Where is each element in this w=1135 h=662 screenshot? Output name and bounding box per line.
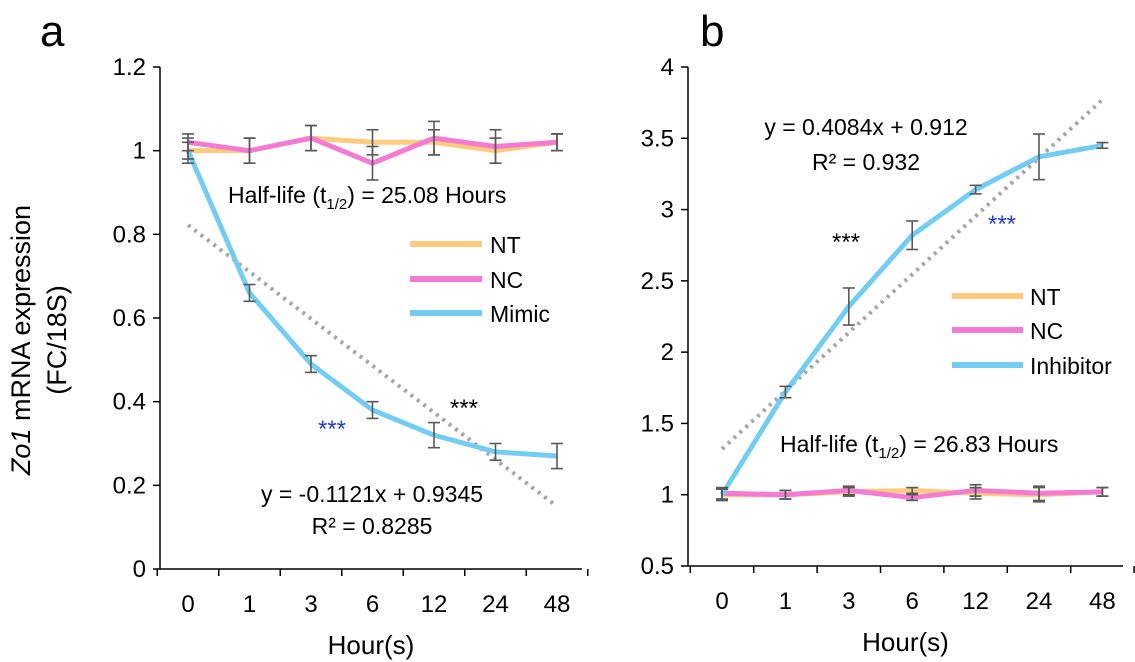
x-tick-label: 3: [304, 591, 317, 618]
y-tick-label: 0.6: [113, 305, 146, 332]
y-tick-label: 0.2: [113, 472, 146, 499]
x-tick-label: 48: [1089, 588, 1116, 615]
trendline-r2: R² = 0.932: [812, 149, 920, 175]
x-tick-label: 1: [779, 588, 792, 615]
y-tick-label: 1.5: [641, 410, 674, 437]
y-tick-label: 0.5: [641, 553, 674, 580]
legend-label-inhibitor: Inhibitor: [1030, 353, 1112, 379]
trendline-equation: y = -0.1121x + 0.9345: [261, 481, 483, 507]
x-tick-label: 24: [482, 591, 509, 618]
legend-label-nt: NT: [490, 232, 521, 258]
axes: 0.5 1 1.5 2 2.5 3 3.5 4 0 1 3 6 12 24 48 Hour(s): [641, 54, 1135, 657]
x-tick-label: 3: [842, 588, 855, 615]
trendline-group: [720, 98, 1104, 451]
y-tick-label: 1: [133, 138, 146, 165]
x-tick-label: 12: [962, 588, 989, 615]
x-axis-title: Hour(s): [862, 627, 949, 657]
significance-mark-black: ***: [832, 229, 860, 256]
x-axis-title: Hour(s): [328, 630, 415, 660]
y-tick-label: 2: [661, 339, 674, 366]
x-tick-label: 12: [421, 591, 448, 618]
x-tick-label: 6: [906, 588, 919, 615]
y-axis-title-line2: (FC/18S): [42, 285, 72, 395]
half-life-label: Half-life (t1/2) = 25.08 Hours: [228, 182, 506, 213]
significance-mark-blue: ***: [988, 211, 1016, 238]
y-tick-label: 4: [661, 54, 674, 81]
panel-a: a 0 0.2 0.4 0.6 0.8 1 1.2 0 1 3 6 12 24 48 Hour(s) Hal…: [40, 7, 589, 660]
y-axis-title-gene: Zo1: [6, 429, 36, 477]
y-tick-label: 3.5: [641, 125, 674, 152]
y-tick-label: 2.5: [641, 268, 674, 295]
significance-mark-blue: ***: [318, 416, 346, 443]
trendline-equation: y = 0.4084x + 0.912: [764, 114, 967, 140]
trendline-r2: R² = 0.8285: [312, 513, 433, 539]
error-bars: [182, 120, 563, 470]
y-tick-label: 3: [661, 197, 674, 224]
y-axis-title-rest: mRNA expression: [6, 205, 36, 429]
panel-label: a: [40, 7, 65, 56]
y-tick-label: 1.2: [113, 54, 146, 81]
x-tick-label: 0: [181, 591, 194, 618]
x-tick-label: 48: [544, 591, 571, 618]
x-tick-label: 6: [366, 591, 379, 618]
y-tick-label: 0.4: [113, 389, 146, 416]
legend-label-nc: NC: [1030, 318, 1063, 344]
significance-mark-black: ***: [450, 395, 478, 422]
axes: 0 0.2 0.4 0.6 0.8 1 1.2 0 1 3 6 12 24 48 Hour(s): [113, 54, 589, 660]
legend-label-nt: NT: [1030, 284, 1061, 310]
trendline: [720, 98, 1104, 451]
error-bars: [716, 133, 1109, 503]
legend: NT NC Inhibitor: [952, 284, 1112, 379]
legend-label-mimic: Mimic: [490, 301, 550, 327]
half-life-label: Half-life (t1/2) = 26.83 Hours: [780, 431, 1058, 462]
x-tick-label: 1: [243, 591, 256, 618]
y-tick-label: 0.8: [113, 221, 146, 248]
panel-label: b: [700, 7, 724, 56]
y-tick-label: 1: [661, 482, 674, 509]
y-tick-label: 0: [133, 556, 146, 583]
y-axis-title: Zo1 mRNA expression: [6, 205, 36, 476]
panel-b: b 0.5 1 1.5 2 2.5 3 3.5 4 0 1 3 6 12 24 48 Hour(s) y = …: [641, 7, 1135, 657]
legend: NT NC Mimic: [410, 232, 550, 327]
x-tick-label: 24: [1026, 588, 1053, 615]
legend-label-nc: NC: [490, 267, 523, 293]
x-tick-label: 0: [715, 588, 728, 615]
